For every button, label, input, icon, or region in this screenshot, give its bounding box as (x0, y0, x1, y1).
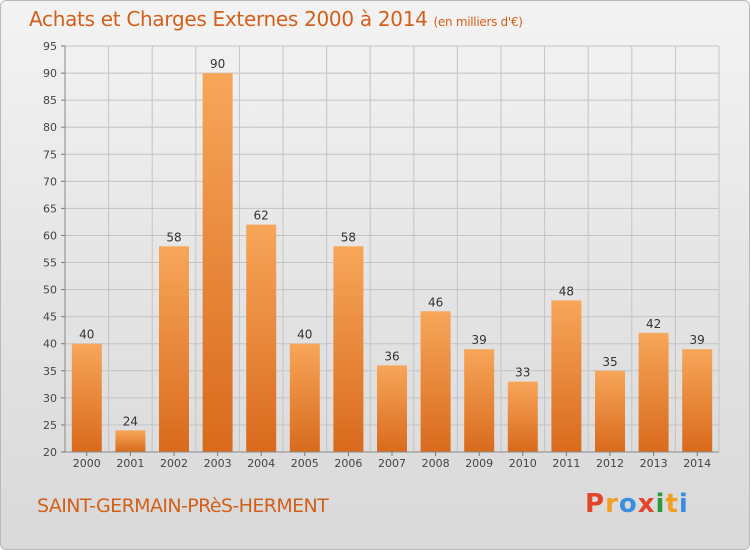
x-tick-label: 2002 (160, 457, 188, 470)
bar (507, 381, 538, 452)
x-tick-label: 2006 (334, 457, 362, 470)
y-axis: 20 25 30 35 40 45 50 55 60 65 70 75 80 85 90 95 (43, 40, 66, 459)
proxiti-logo[interactable]: Proxiti (585, 489, 689, 519)
logo-letter: o (618, 489, 638, 519)
x-tick-label: 2011 (552, 457, 580, 470)
bar (289, 343, 320, 452)
data-label: 24 (123, 414, 138, 428)
x-tick-label: 2007 (378, 457, 406, 470)
x-tick-label: 2014 (683, 457, 711, 470)
data-label: 58 (341, 230, 356, 244)
y-tick-label: 45 (43, 311, 57, 324)
y-tick-label: 60 (43, 229, 57, 242)
x-tick-label: 2008 (422, 457, 450, 470)
x-tick-label: 2005 (291, 457, 319, 470)
data-label: 39 (472, 333, 487, 347)
x-axis: 2000 2001 2002 2003 2004 2005 2006 2007 2008 2009… (65, 451, 719, 470)
bar (377, 365, 407, 452)
data-label: 62 (254, 209, 269, 223)
data-label: 48 (559, 284, 574, 298)
bar (682, 349, 713, 452)
y-tick-label: 35 (43, 365, 57, 378)
y-tick-label: 65 (43, 202, 57, 215)
data-label: 35 (602, 355, 617, 369)
bars: 40 24 58 90 62 40 58 36 46 39 33 48 35 42 39 (71, 57, 713, 453)
data-label: 40 (297, 328, 312, 342)
logo-letter: x (637, 489, 656, 519)
bar (333, 246, 364, 452)
data-label: 36 (384, 349, 399, 363)
x-tick-label: 2012 (596, 457, 624, 470)
y-tick-label: 95 (43, 40, 57, 53)
y-tick-label: 50 (43, 284, 57, 297)
bar (115, 430, 146, 452)
bar (71, 343, 102, 452)
x-tick-label: 2013 (640, 457, 668, 470)
y-tick-label: 40 (43, 338, 57, 351)
y-tick-label: 25 (43, 419, 57, 432)
x-tick-label: 2009 (465, 457, 493, 470)
y-tick-label: 85 (43, 94, 57, 107)
logo-letter: t (665, 489, 679, 519)
x-tick-label: 2010 (509, 457, 537, 470)
bar (202, 73, 233, 453)
data-label: 39 (690, 333, 705, 347)
y-tick-label: 55 (43, 257, 57, 270)
data-label: 40 (79, 328, 94, 342)
data-label: 46 (428, 295, 443, 309)
y-tick-label: 80 (43, 121, 57, 134)
bar (638, 332, 669, 452)
data-label: 90 (210, 57, 225, 71)
logo-letter: r (605, 489, 619, 519)
bar (246, 224, 277, 452)
bar (551, 300, 582, 452)
commune-name: SAINT-GERMAIN-PRèS-HERMENT (37, 495, 329, 517)
y-tick-label: 20 (43, 446, 57, 459)
data-label: 33 (515, 366, 530, 380)
chart-subtitle: (en milliers d'€) (433, 15, 523, 29)
data-label: 42 (646, 317, 661, 331)
bar (464, 349, 495, 452)
y-tick-label: 70 (43, 175, 57, 188)
y-tick-label: 75 (43, 148, 57, 161)
chart-title: Achats et Charges Externes 2000 à 2014 (e… (29, 7, 523, 31)
chart-title-text: Achats et Charges Externes 2000 à 2014 (29, 7, 428, 31)
x-tick-label: 2000 (73, 457, 101, 470)
y-tick-label: 90 (43, 67, 57, 80)
logo-letter: i (655, 489, 666, 519)
bar (420, 311, 451, 452)
bar (595, 370, 625, 452)
logo-letter: i (678, 489, 689, 519)
y-tick-label: 30 (43, 392, 57, 405)
x-tick-label: 2003 (204, 457, 232, 470)
bar (159, 246, 189, 452)
data-label: 58 (166, 230, 181, 244)
x-tick-label: 2004 (247, 457, 275, 470)
logo-letter: P (585, 489, 606, 519)
x-tick-label: 2001 (116, 457, 144, 470)
